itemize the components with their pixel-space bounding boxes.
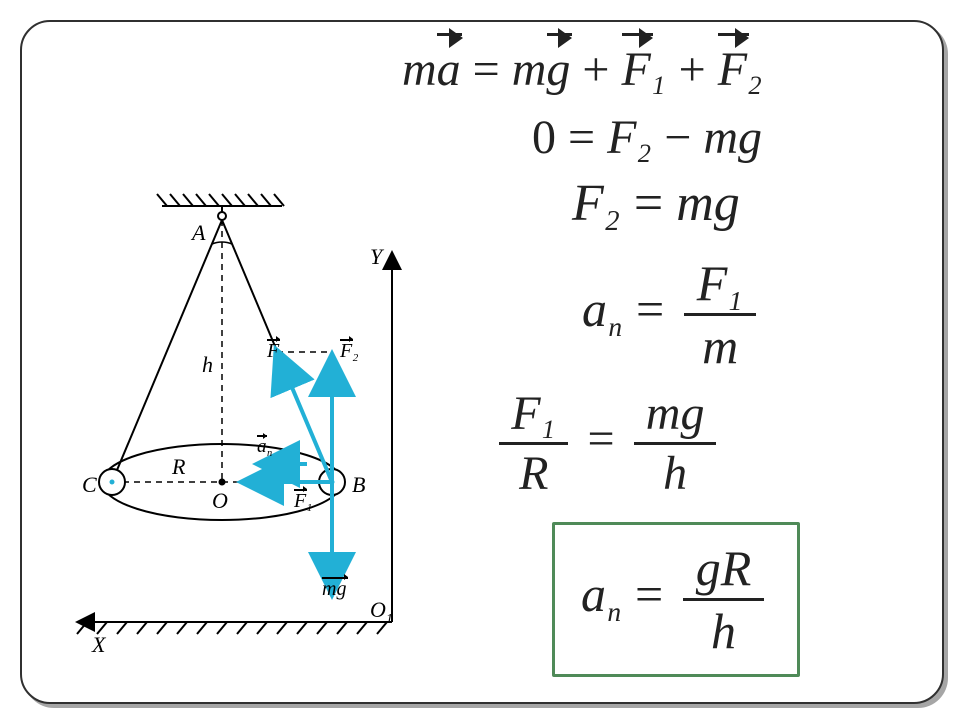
eq-similar-tri: F1 R = mg h [492, 386, 724, 501]
label-O: O [212, 488, 228, 513]
label-Y: Y [370, 244, 385, 269]
label-F: F [267, 340, 279, 363]
eq-newton2: ma = mg + F1 + F2 [402, 42, 763, 97]
label-R: R [171, 454, 186, 479]
eq-f2-mg: F2 = mg [572, 174, 740, 233]
diagram-svg: A B C O h R X Y O1 [62, 192, 402, 692]
ground-hatch [77, 622, 387, 634]
label-C: C [82, 472, 97, 497]
label-an: an [257, 436, 273, 458]
eq-an-f1m: an = F1 m [582, 254, 764, 375]
pivot [218, 212, 226, 220]
eq-y-balance: 0 = F2 − mg [532, 110, 762, 165]
ceiling-hatch [157, 194, 284, 206]
label-F1: F1 [294, 490, 313, 513]
label-mg: mg [322, 578, 346, 601]
eq-result-boxed: an = gR h [552, 522, 800, 677]
label-h: h [202, 352, 213, 377]
label-X: X [91, 632, 107, 657]
label-F2: F2 [340, 340, 359, 363]
label-B: B [352, 472, 365, 497]
card: ma = mg + F1 + F2 0 = F2 − mg F2 = mg an… [20, 20, 944, 704]
label-A: A [190, 220, 206, 245]
physics-diagram: A B C O h R X Y O1 F F2 F1 an mg [62, 192, 402, 692]
string-AC [112, 220, 222, 482]
center-O [219, 479, 226, 486]
